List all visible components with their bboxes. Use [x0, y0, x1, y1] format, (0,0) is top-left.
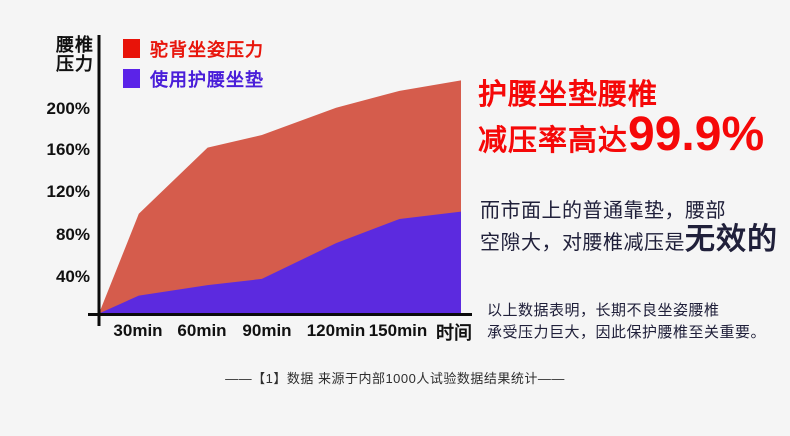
headline: 护腰坐垫腰椎 减压率高达99.9% [478, 78, 788, 164]
headline-big-number: 99.9% [628, 108, 765, 161]
x-tick-120min: 120min [306, 321, 366, 340]
x-axis-title: 时间 [436, 323, 472, 343]
note-line1: 以上数据表明，长期不良坐姿腰椎 [487, 302, 720, 319]
y-axis-label-line1: 腰椎 [56, 35, 94, 55]
x-tick-90min: 90min [242, 321, 292, 340]
body-line1: 而市面上的普通靠垫，腰部 [480, 200, 726, 222]
footnote: ——【1】数据 来源于内部1000人试验数据结果统计—— [225, 371, 565, 386]
y-axis-label: 腰椎 压力 [54, 36, 94, 74]
y-tick-200: 200% [46, 99, 90, 118]
body-line2-prefix: 空隙大，对腰椎减压是 [480, 232, 685, 254]
x-tick-60min: 60min [177, 321, 227, 340]
legend-label-hunched-posture: 驼背坐姿压力 [150, 39, 264, 60]
body-text: 而市面上的普通靠垫，腰部 空隙大，对腰椎减压是无效的 [480, 198, 780, 259]
y-tick-160: 160% [46, 140, 90, 159]
pressure-area-chart [88, 35, 472, 326]
headline-line1: 护腰坐垫腰椎 [478, 79, 659, 111]
body-line2-emphasis: 无效的 [685, 223, 778, 256]
headline-line2-prefix: 减压率高达 [478, 125, 629, 157]
body-line2: 空隙大，对腰椎减压是无效的 [480, 224, 780, 259]
y-tick-40: 40% [55, 267, 90, 286]
y-axis-label-line2: 压力 [56, 54, 94, 74]
legend-swatch-red [123, 39, 140, 58]
legend-item-hunched-posture: 驼背坐姿压力 [123, 38, 264, 60]
area-lumbar-cushion-pressure [99, 211, 461, 314]
legend-label-lumbar-cushion: 使用护腰坐垫 [150, 69, 264, 90]
x-tick-150min: 150min [368, 321, 428, 340]
legend-swatch-purple [123, 69, 140, 88]
note-line2: 承受压力巨大，因此保护腰椎至关重要。 [487, 324, 767, 341]
note-text: 以上数据表明，长期不良坐姿腰椎 承受压力巨大，因此保护腰椎至关重要。 [487, 300, 777, 344]
y-tick-80: 80% [55, 225, 90, 244]
headline-line2: 减压率高达99.9% [478, 111, 788, 164]
y-tick-120: 120% [46, 182, 90, 201]
legend-item-lumbar-cushion: 使用护腰坐垫 [123, 68, 264, 90]
chart-legend: 驼背坐姿压力 使用护腰坐垫 [123, 38, 264, 90]
x-tick-30min: 30min [113, 321, 163, 340]
